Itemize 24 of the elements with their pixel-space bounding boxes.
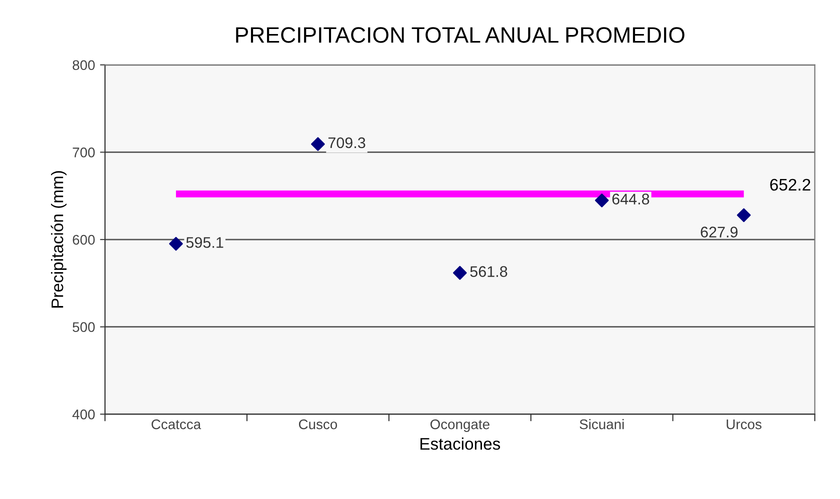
x-axis-title: Estaciones (420, 438, 500, 450)
point (452, 266, 467, 280)
y-tick-label: 500 (72, 322, 95, 332)
x-tick-label: Urcos (726, 420, 762, 430)
point (169, 236, 183, 251)
y-tick-label: 700 (72, 148, 95, 158)
x-tick-label: Cusco (298, 419, 338, 430)
x-tick-label: Sicuani (580, 419, 624, 430)
y-axis-title: Precipitación (mm) (50, 171, 67, 308)
data-label: 561.8 (470, 266, 508, 277)
point (594, 193, 609, 208)
point (736, 208, 751, 222)
y-tick-label: 400 (72, 410, 95, 420)
data-label: 595.1 (186, 237, 224, 248)
x-tick-label: Ocongate (430, 419, 490, 432)
data-label: 709.3 (328, 137, 366, 148)
ref-line-label: 652.2 (770, 178, 810, 191)
point (311, 137, 325, 151)
data-label: 644.8 (612, 194, 650, 204)
chart-title: PRECIPITACION TOTAL ANUAL PROMEDIO (236, 27, 684, 43)
data-label: 627.9 (700, 226, 738, 238)
y-tick-label: 600 (72, 234, 95, 245)
x-tick-label: Ccatcca (152, 419, 202, 430)
y-tick-label: 800 (72, 60, 95, 70)
